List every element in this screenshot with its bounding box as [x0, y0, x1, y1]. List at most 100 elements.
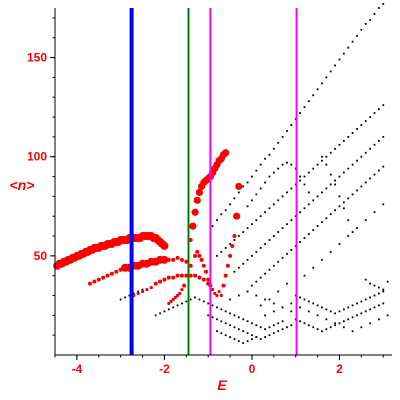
data-point — [277, 167, 280, 170]
data-point — [193, 196, 201, 204]
data-point — [312, 326, 315, 329]
data-point — [166, 257, 171, 262]
data-point — [360, 312, 363, 315]
data-point — [299, 211, 301, 214]
data-point — [264, 211, 266, 214]
data-point — [334, 64, 337, 67]
data-point — [217, 289, 221, 294]
data-point — [290, 302, 293, 305]
data-point — [316, 314, 319, 317]
data-point — [242, 342, 245, 345]
black-series — [119, 3, 389, 345]
data-point — [364, 298, 367, 301]
data-point — [299, 241, 301, 243]
data-point — [303, 183, 306, 186]
data-point — [101, 275, 106, 280]
data-point — [229, 243, 231, 245]
data-point — [286, 326, 288, 329]
data-point — [224, 209, 227, 212]
data-point — [334, 209, 337, 212]
data-point — [290, 163, 293, 166]
data-point — [369, 177, 372, 180]
data-point — [347, 235, 350, 237]
data-point — [286, 223, 288, 226]
data-point — [167, 301, 171, 306]
data-point — [299, 320, 301, 323]
data-point — [369, 18, 372, 21]
data-point — [334, 312, 337, 315]
data-point — [162, 277, 167, 282]
data-point — [272, 324, 275, 327]
data-point — [272, 203, 275, 206]
data-point — [329, 326, 332, 329]
data-point — [303, 207, 306, 210]
data-point — [216, 330, 218, 333]
data-point — [199, 257, 204, 262]
data-point — [197, 253, 202, 258]
data-point — [321, 258, 323, 261]
data-point — [246, 205, 249, 208]
data-point — [286, 130, 288, 132]
data-point — [178, 291, 182, 296]
data-point — [369, 282, 372, 285]
data-point — [272, 310, 275, 313]
data-point — [272, 171, 275, 174]
data-point — [307, 310, 310, 313]
data-point — [321, 155, 323, 158]
data-point — [342, 139, 345, 142]
data-point — [351, 330, 354, 333]
data-point — [202, 300, 205, 303]
data-point — [233, 197, 236, 200]
data-point — [342, 326, 345, 329]
data-point — [184, 259, 189, 264]
data-point — [259, 187, 262, 190]
data-point — [233, 239, 236, 241]
y-tick-label: 100 — [27, 150, 47, 164]
data-point — [356, 302, 358, 305]
data-point — [373, 306, 376, 309]
data-point — [338, 243, 341, 245]
data-point — [386, 314, 389, 317]
data-point — [272, 264, 275, 267]
data-point — [220, 320, 223, 323]
data-point — [215, 293, 219, 298]
data-point — [96, 277, 101, 282]
red-series — [53, 149, 243, 306]
data-point — [251, 199, 253, 202]
data-point — [159, 312, 161, 315]
data-point — [88, 281, 93, 286]
data-point — [149, 285, 153, 290]
data-point — [369, 308, 372, 311]
data-point — [338, 143, 341, 146]
data-point — [382, 288, 385, 291]
data-point — [286, 191, 288, 194]
data-point — [373, 173, 376, 176]
data-point — [334, 322, 337, 325]
data-point — [342, 308, 345, 311]
data-point — [334, 324, 337, 327]
data-point — [277, 199, 280, 202]
data-point — [290, 249, 293, 251]
data-point — [316, 195, 319, 198]
data-point — [201, 277, 206, 282]
data-point — [237, 316, 240, 319]
data-point — [195, 249, 200, 254]
data-point — [290, 324, 293, 327]
data-point — [246, 258, 249, 261]
data-point — [173, 295, 177, 300]
data-point — [259, 304, 262, 307]
data-point — [377, 286, 380, 289]
data-point — [342, 207, 345, 210]
data-point — [237, 235, 240, 237]
data-point — [321, 82, 323, 85]
data-point — [197, 275, 202, 280]
data-point — [338, 175, 341, 178]
data-point — [255, 336, 258, 339]
data-point — [281, 227, 284, 229]
data-point — [119, 298, 122, 301]
data-point — [373, 112, 376, 114]
data-point — [140, 289, 145, 294]
data-point — [356, 128, 358, 130]
data-point — [356, 314, 358, 317]
